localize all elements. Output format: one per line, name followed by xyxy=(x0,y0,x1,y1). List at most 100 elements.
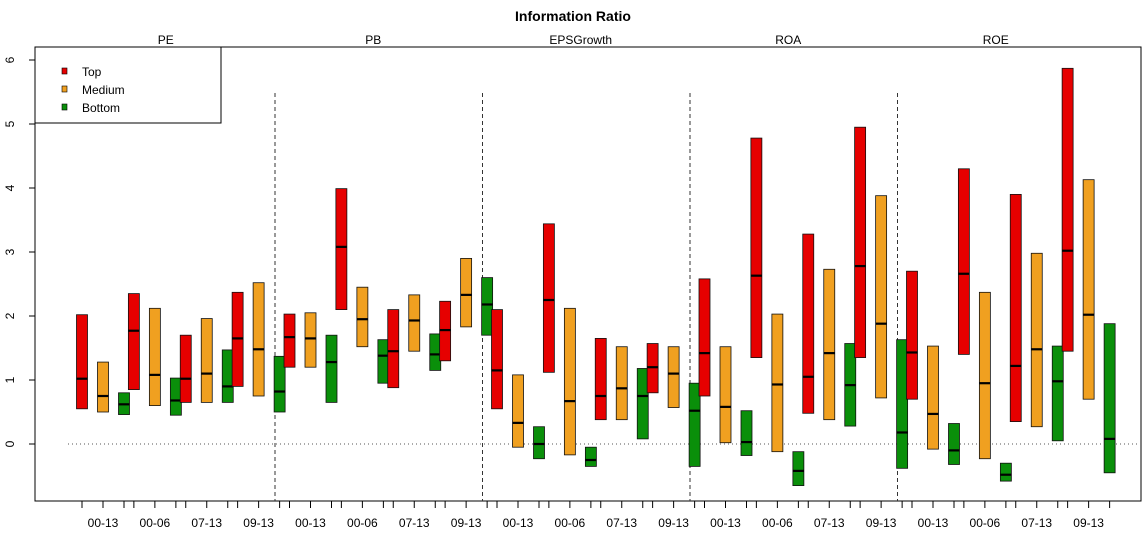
box-roa-00-06-bottom xyxy=(792,451,805,486)
box-pe-00-06-bottom xyxy=(169,377,182,416)
box-epsgrowth-07-13-top xyxy=(594,337,607,421)
box-pe-00-13-medium xyxy=(97,361,109,413)
box-roe-09-13-top xyxy=(1061,67,1074,352)
x-tick-label: 00-13 xyxy=(918,516,949,530)
plot-frame xyxy=(34,46,1142,502)
box-roe-00-06-bottom xyxy=(999,462,1012,482)
box-pb-07-13-medium xyxy=(408,294,421,352)
x-tick-label: 00-06 xyxy=(970,516,1001,530)
box-pe-00-13-top xyxy=(76,314,88,410)
box-pb-07-13-bottom xyxy=(429,333,442,371)
x-tick-label: 00-13 xyxy=(503,516,534,530)
y-tick-label: 2 xyxy=(3,312,17,319)
x-tick-label: 07-13 xyxy=(191,516,222,530)
box-epsgrowth-07-13-medium xyxy=(615,346,628,421)
box-roe-00-06-medium xyxy=(978,291,991,460)
box-roe-07-13-top xyxy=(1009,193,1022,422)
y-tick-label: 6 xyxy=(3,56,17,63)
x-tick-label: 00-06 xyxy=(347,516,378,530)
chart-title: Information Ratio xyxy=(515,8,631,24)
box-epsgrowth-09-13-bottom xyxy=(688,382,701,467)
box-roa-00-06-medium xyxy=(771,313,784,453)
box-roa-00-06-top xyxy=(750,137,763,359)
box-pb-00-06-top xyxy=(335,188,348,310)
box-pb-00-13-bottom xyxy=(325,334,338,403)
x-tick-label: 00-06 xyxy=(140,516,171,530)
x-tick-label: 00-13 xyxy=(710,516,741,530)
x-tick-label: 09-13 xyxy=(243,516,274,530)
box-pe-09-13-bottom xyxy=(273,355,286,413)
x-axis: 00-13 00-06 07-13 09-13 00-13 00-06 07-13 09-13… xyxy=(81,501,1111,530)
box-pe-09-13-medium xyxy=(252,282,265,397)
box-roe-07-13-medium xyxy=(1030,252,1043,428)
box-roe-07-13-bottom xyxy=(1051,345,1064,442)
y-tick-label: 3 xyxy=(3,248,17,255)
panel-labels: PE PB EPSGrowth ROA ROE xyxy=(158,33,1009,47)
x-tick-label: 07-13 xyxy=(814,516,845,530)
box-epsgrowth-00-06-top xyxy=(542,223,555,373)
legend-frame xyxy=(34,46,222,124)
box-pe-07-13-medium xyxy=(200,318,213,403)
box-roe-00-13-top xyxy=(906,270,918,400)
legend-swatch-top xyxy=(61,67,68,75)
box-roe-00-06-top xyxy=(957,168,970,355)
box-pb-00-06-medium xyxy=(356,286,369,348)
panel-label-roa: ROA xyxy=(775,33,801,47)
y-tick-label: 5 xyxy=(3,120,17,127)
x-tick-label: 00-06 xyxy=(555,516,586,530)
y-tick-label: 0 xyxy=(3,440,17,447)
panel-label-pb: PB xyxy=(365,33,381,47)
y-axis: 0 1 2 3 4 5 6 xyxy=(3,56,35,447)
legend-label-medium: Medium xyxy=(82,83,125,97)
box-pb-00-13-top xyxy=(283,313,296,368)
box-roe-09-13-bottom xyxy=(1103,323,1116,474)
box-roa-09-13-bottom xyxy=(896,339,909,469)
x-tick-label: 00-06 xyxy=(762,516,793,530)
box-roa-09-13-medium xyxy=(875,195,888,399)
y-tick-label: 1 xyxy=(3,376,17,383)
x-tick-label: 07-13 xyxy=(399,516,430,530)
box-roa-09-13-top xyxy=(854,126,867,358)
box-epsgrowth-09-13-medium xyxy=(667,346,680,408)
boxes xyxy=(76,67,1116,486)
box-epsgrowth-00-13-bottom xyxy=(533,426,545,460)
box-roa-00-13-medium xyxy=(719,346,732,444)
box-pe-07-13-bottom xyxy=(221,349,234,403)
x-tick-label: 09-13 xyxy=(866,516,897,530)
box-pb-00-13-medium xyxy=(304,312,317,368)
box-epsgrowth-00-06-bottom xyxy=(584,446,597,467)
box-roa-00-13-top xyxy=(698,278,711,397)
box-pe-00-06-medium xyxy=(148,307,161,407)
x-tick-label: 09-13 xyxy=(658,516,689,530)
x-tick-label: 07-13 xyxy=(1021,516,1052,530)
box-pe-00-06-top xyxy=(127,293,140,391)
x-tick-label: 07-13 xyxy=(606,516,637,530)
x-tick-label: 09-13 xyxy=(451,516,482,530)
box-pb-00-06-bottom xyxy=(377,339,390,384)
box-pb-07-13-top xyxy=(387,309,400,389)
box-roe-00-13-bottom xyxy=(948,423,960,465)
legend-swatch-bottom xyxy=(61,103,68,111)
x-tick-label: 09-13 xyxy=(1073,516,1104,530)
legend-swatch-medium xyxy=(61,85,68,93)
x-tick-label: 00-13 xyxy=(295,516,326,530)
legend-label-top: Top xyxy=(82,65,102,79)
legend: Top Medium Bottom xyxy=(34,46,222,124)
box-pb-09-13-medium xyxy=(460,257,473,328)
box-roa-00-13-bottom xyxy=(740,410,753,456)
box-roe-09-13-medium xyxy=(1082,179,1095,400)
box-pb-09-13-bottom xyxy=(481,277,494,336)
x-tick-label: 00-13 xyxy=(88,516,119,530)
box-pe-07-13-top xyxy=(179,334,192,403)
y-tick-label: 4 xyxy=(3,184,17,191)
box-roa-07-13-medium xyxy=(823,268,836,421)
panel-label-epsgrowth: EPSGrowth xyxy=(549,33,612,47)
box-epsgrowth-00-13-top xyxy=(491,309,503,410)
box-epsgrowth-07-13-bottom xyxy=(636,368,649,440)
box-epsgrowth-00-06-medium xyxy=(563,307,576,456)
box-epsgrowth-00-13-medium xyxy=(512,374,524,448)
box-roe-00-13-medium xyxy=(927,345,939,450)
box-roa-07-13-top xyxy=(802,233,815,414)
legend-label-bottom: Bottom xyxy=(82,101,120,115)
